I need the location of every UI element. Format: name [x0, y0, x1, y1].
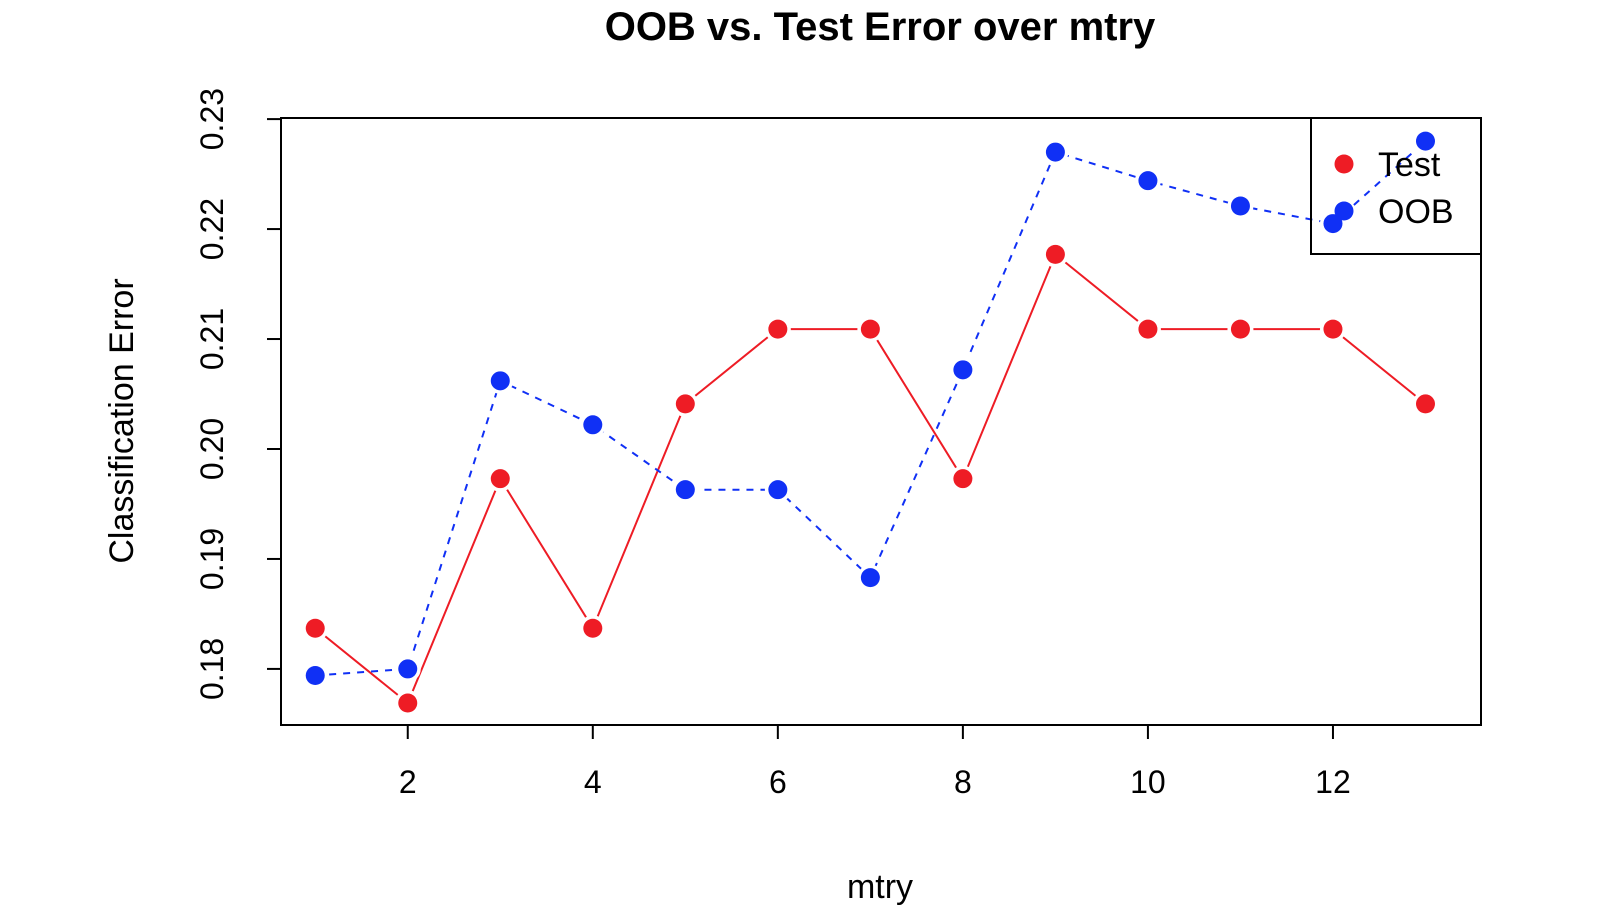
x-axis-label: mtry	[847, 868, 913, 906]
x-tick-label: 10	[1130, 764, 1166, 800]
y-axis-label: Classification Error	[103, 278, 141, 563]
data-point-test-7	[860, 319, 880, 339]
series-line-oob	[315, 140, 1427, 677]
y-tick-label: 0.22	[194, 198, 230, 260]
x-tick-label: 12	[1315, 764, 1351, 800]
x-tick-label: 6	[769, 764, 787, 800]
data-point-test-8	[953, 469, 973, 489]
data-point-test-10	[1138, 319, 1158, 339]
legend-box	[1310, 117, 1482, 255]
data-point-oob-13	[1415, 131, 1435, 151]
x-tick-label: 2	[399, 764, 417, 800]
legend: Test OOB	[1310, 117, 1482, 255]
data-point-test-1	[305, 618, 325, 638]
data-point-test-9	[1045, 244, 1065, 264]
data-point-test-4	[583, 618, 603, 638]
legend-label-oob: OOB	[1378, 193, 1454, 231]
data-point-test-11	[1230, 319, 1250, 339]
y-tick-label: 0.23	[194, 88, 230, 150]
data-point-oob-11	[1230, 196, 1250, 216]
data-point-test-12	[1323, 319, 1343, 339]
data-point-oob-1	[305, 666, 325, 686]
data-point-test-13	[1415, 394, 1435, 414]
y-tick-label: 0.18	[194, 638, 230, 700]
data-point-oob-7	[860, 568, 880, 588]
data-point-test-5	[675, 394, 695, 414]
data-point-oob-6	[768, 480, 788, 500]
legend-marker-oob	[1334, 201, 1354, 221]
series-oob	[302, 128, 1439, 689]
y-tick-label: 0.21	[194, 308, 230, 370]
series-layer	[302, 128, 1439, 717]
data-point-oob-3	[490, 371, 510, 391]
data-point-oob-4	[583, 415, 603, 435]
x-axis: 2 4 6 8 10 12	[399, 724, 1351, 800]
data-point-oob-2	[398, 659, 418, 679]
y-axis: 0.18 0.19 0.20 0.21 0.22 0.23	[194, 88, 282, 700]
data-point-oob-8	[953, 360, 973, 380]
data-point-oob-12	[1323, 214, 1343, 234]
data-point-test-3	[490, 469, 510, 489]
data-point-oob-5	[675, 480, 695, 500]
data-point-oob-10	[1138, 171, 1158, 191]
data-point-oob-9	[1045, 142, 1065, 162]
y-tick-label: 0.19	[194, 528, 230, 590]
x-tick-label: 4	[584, 764, 602, 800]
y-tick-label: 0.20	[194, 418, 230, 480]
legend-marker-test	[1334, 154, 1354, 174]
data-point-test-6	[768, 319, 788, 339]
data-point-test-2	[398, 693, 418, 713]
legend-label-test: Test	[1378, 146, 1441, 184]
plot-frame	[280, 117, 1482, 726]
series-test	[302, 241, 1439, 717]
chart-title: OOB vs. Test Error over mtry	[605, 5, 1156, 49]
x-tick-label: 8	[954, 764, 972, 800]
